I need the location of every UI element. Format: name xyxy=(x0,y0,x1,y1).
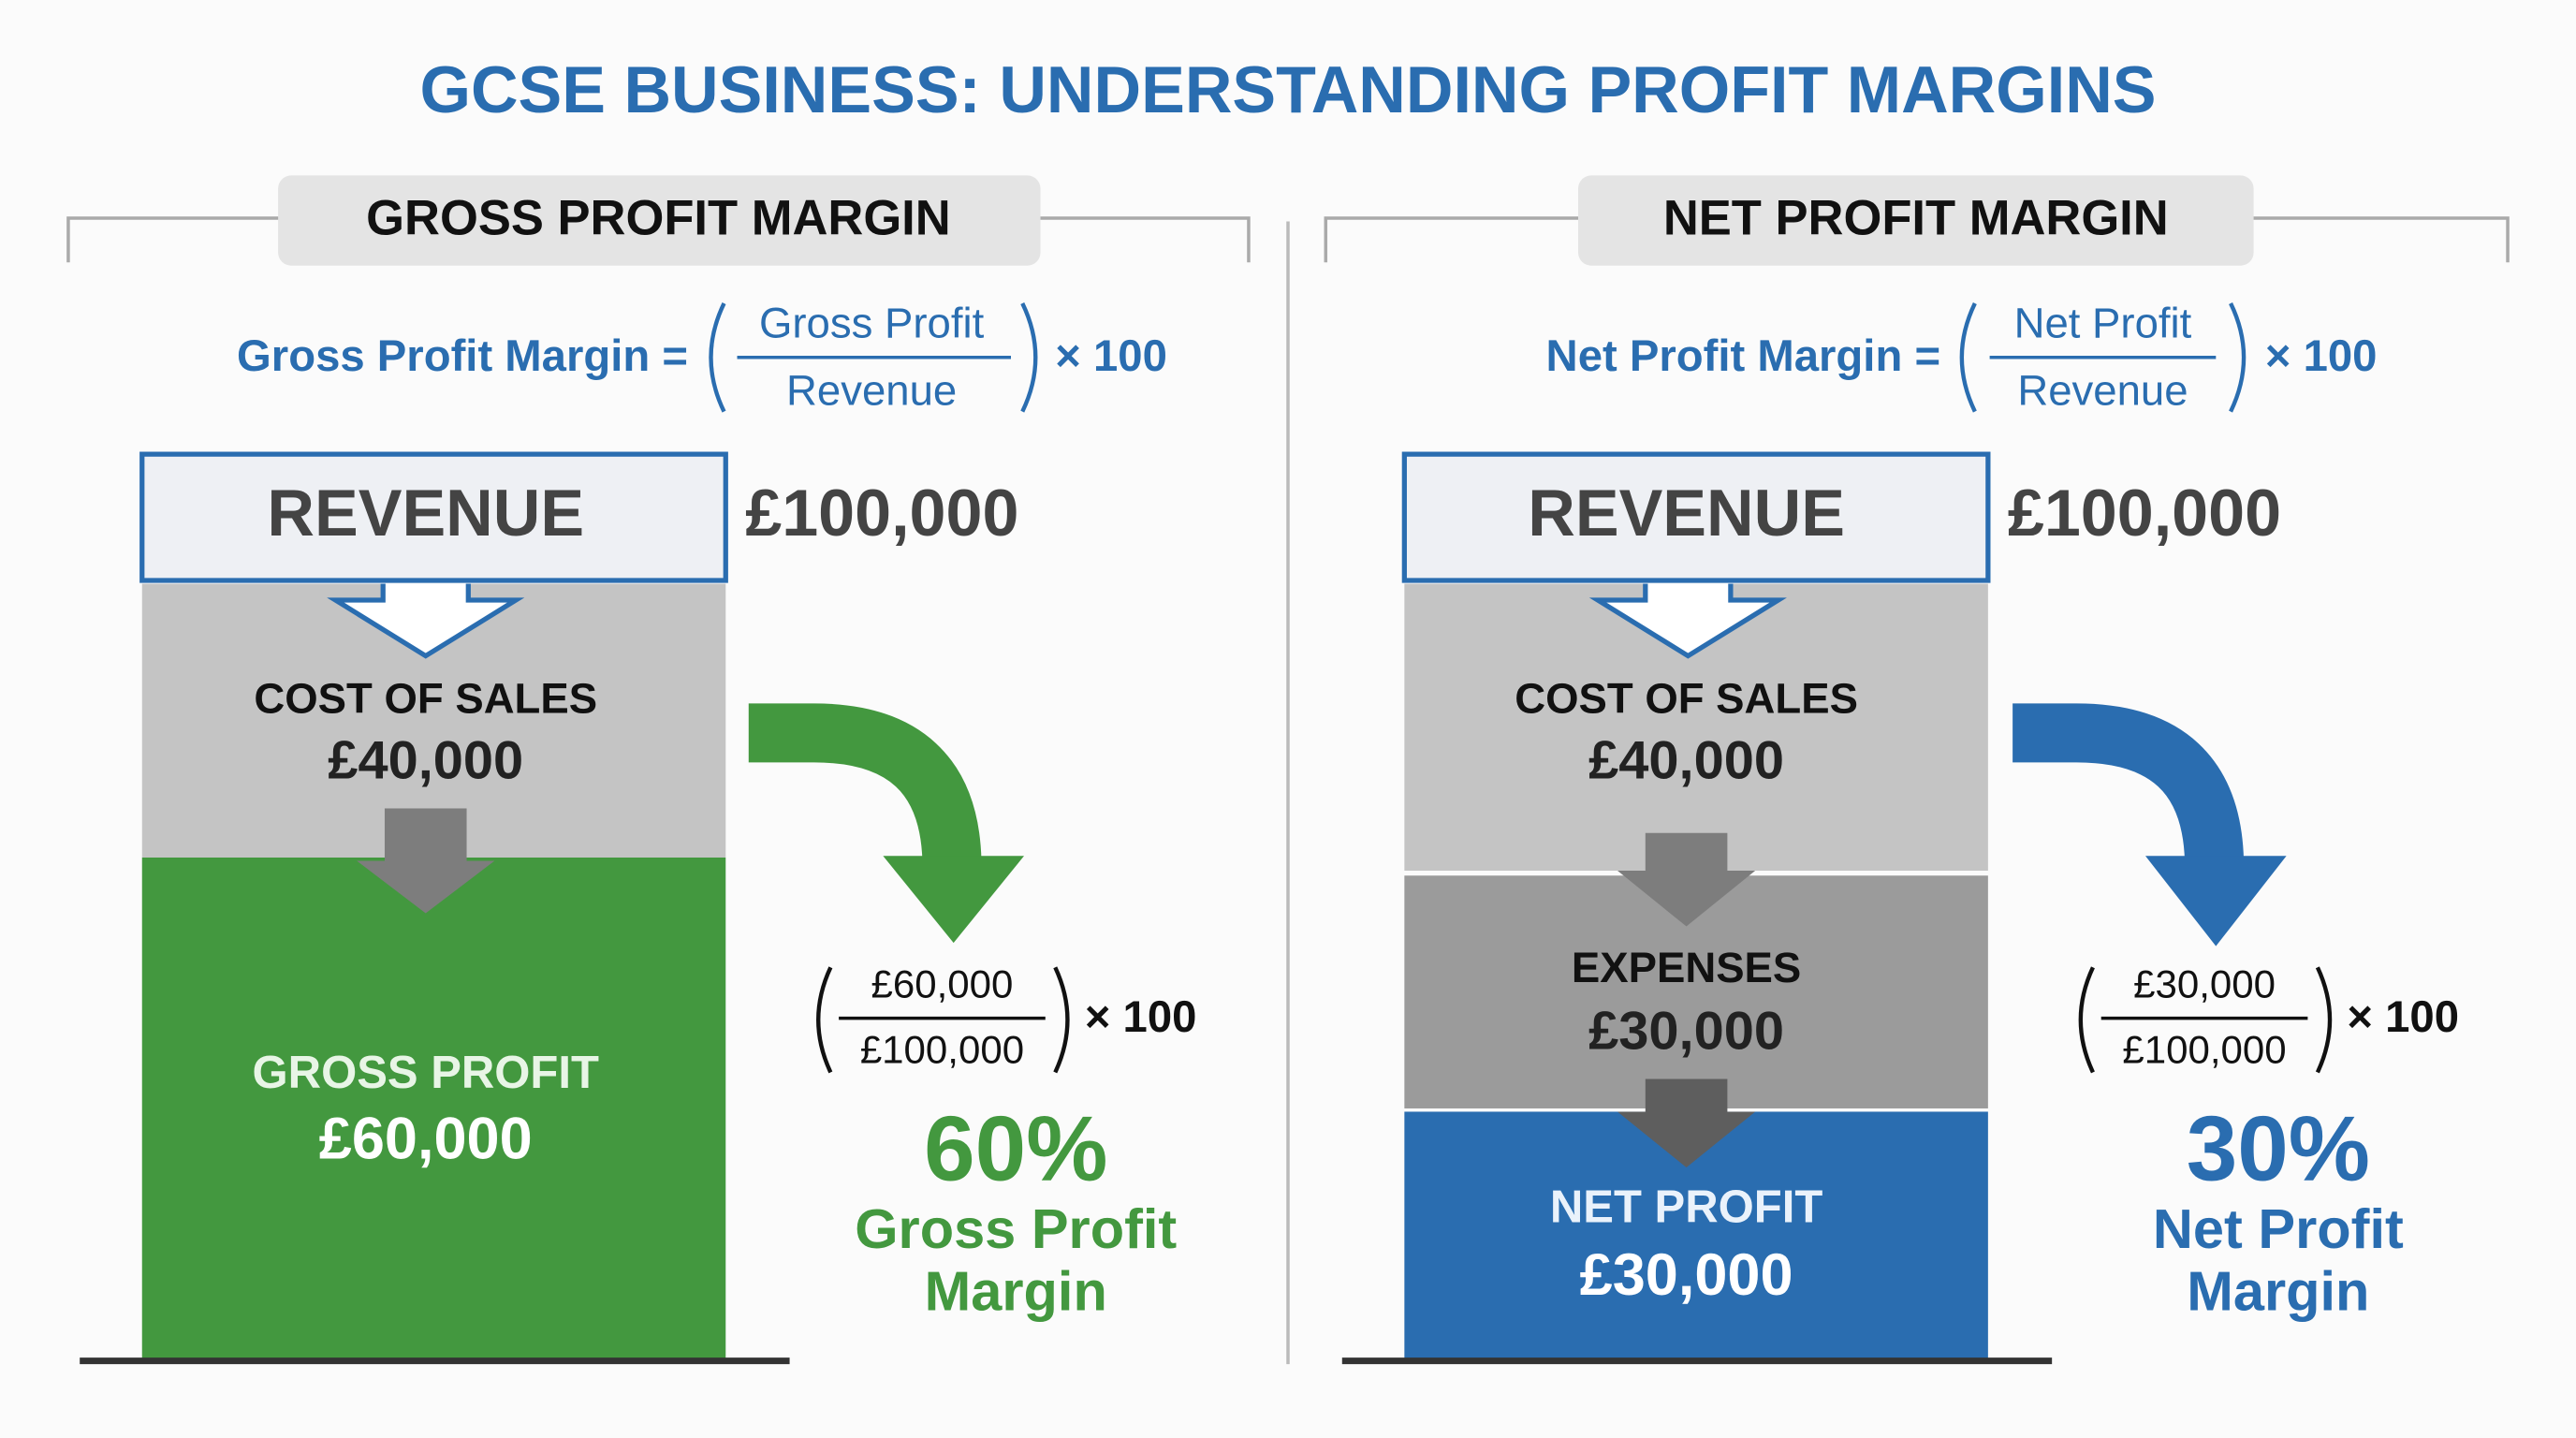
result-value: 60% xyxy=(924,1097,1107,1200)
gross-panel: GROSS PROFIT MARGIN Gross Profit Margin … xyxy=(66,175,1251,1365)
arrow-head xyxy=(883,856,1025,944)
block-amount: £30,000 xyxy=(1588,1001,1784,1061)
block-label: COST OF SALES xyxy=(254,675,597,723)
result-label: Net Profit xyxy=(2153,1197,2404,1260)
arrow xyxy=(327,583,525,659)
result-label: Gross Profit xyxy=(855,1197,1177,1260)
arrow xyxy=(1617,832,1756,927)
heading: NET PROFIT MARGIN xyxy=(1663,190,2169,245)
calc-numerator: £30,000 xyxy=(2133,961,2276,1005)
formula-lhs: Gross Profit Margin = xyxy=(237,331,688,381)
formula-multiplier: × 100 xyxy=(1055,331,1167,381)
block-label: EXPENSES xyxy=(1572,944,1801,991)
formula-numerator: Net Profit xyxy=(2014,300,2192,347)
net-panel: NET PROFIT MARGIN Net Profit Margin = Ne… xyxy=(1324,175,2510,1365)
arrow xyxy=(1617,1078,1756,1168)
revenue-box xyxy=(139,451,728,583)
parens xyxy=(2078,966,2333,1074)
result-label: Margin xyxy=(925,1259,1107,1322)
parens xyxy=(1959,302,2247,413)
formula-denominator: Revenue xyxy=(786,366,957,414)
block-amount: £30,000 xyxy=(1580,1242,1793,1308)
title: GCSE BUSINESS: UNDERSTANDING PROFIT MARG… xyxy=(419,53,2156,126)
curved-arrow xyxy=(748,703,982,863)
revenue-label: REVENUE xyxy=(267,477,584,550)
heading-box xyxy=(1578,175,2254,266)
calc-denominator: £100,000 xyxy=(2122,1028,2286,1072)
formula-multiplier: × 100 xyxy=(2265,331,2378,381)
calc-multiplier: × 100 xyxy=(2347,992,2459,1042)
calc-numerator: £60,000 xyxy=(871,961,1014,1005)
parens xyxy=(816,966,1070,1074)
arrow-head xyxy=(2144,856,2287,946)
formula-lhs: Net Profit Margin = xyxy=(1546,331,1941,381)
block-label: GROSS PROFIT xyxy=(253,1048,599,1098)
calc-denominator: £100,000 xyxy=(860,1028,1024,1072)
formula-denominator: Revenue xyxy=(2017,366,2188,414)
heading: GROSS PROFIT MARGIN xyxy=(366,190,951,245)
result-label: Margin xyxy=(2187,1259,2369,1322)
block-label: COST OF SALES xyxy=(1515,675,1858,723)
heading-box xyxy=(278,175,1041,266)
formula-numerator: Gross Profit xyxy=(759,300,985,347)
revenue-amount: £100,000 xyxy=(2008,477,2281,550)
arrow xyxy=(1588,583,1787,659)
revenue-label: REVENUE xyxy=(1528,477,1845,550)
block-amount: £40,000 xyxy=(1588,730,1784,790)
block-amount: £40,000 xyxy=(328,730,523,790)
curved-arrow xyxy=(2012,703,2245,863)
revenue-box xyxy=(1401,451,1991,583)
block-amount: £60,000 xyxy=(319,1106,533,1171)
revenue-amount: £100,000 xyxy=(745,477,1018,550)
profit-block xyxy=(141,857,726,1361)
parens xyxy=(709,302,1038,413)
result-value: 30% xyxy=(2187,1097,2370,1200)
calc-multiplier: × 100 xyxy=(1085,992,1197,1042)
block-label: NET PROFIT xyxy=(1550,1182,1822,1233)
